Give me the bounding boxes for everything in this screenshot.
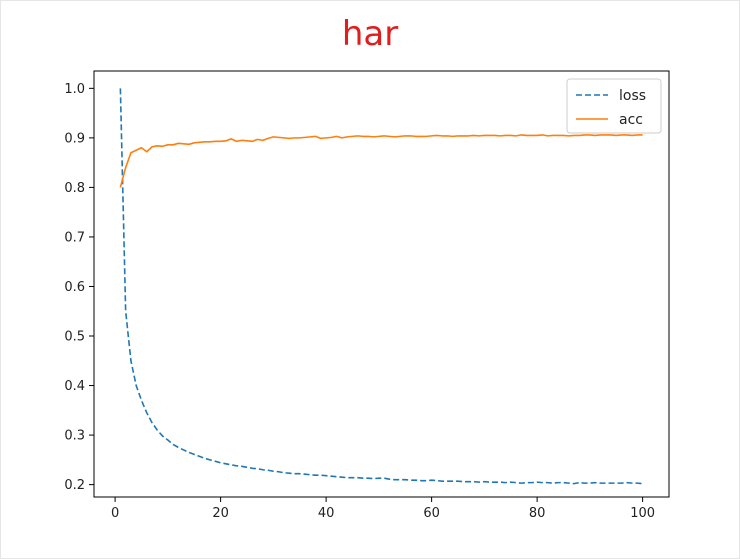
legend-box — [566, 78, 662, 134]
plot-layer — [119, 88, 643, 485]
x-tick-label: 60 — [423, 506, 440, 521]
legend: loss acc — [566, 78, 662, 134]
x-tick-label: 20 — [212, 506, 229, 521]
y-tick-label: 0.3 — [64, 429, 85, 444]
series-line-loss — [119, 88, 643, 485]
x-tick-label: 40 — [318, 506, 335, 521]
legend-label-loss: loss — [619, 88, 646, 104]
y-tick-label: 0.9 — [64, 131, 85, 146]
y-tick-label: 0.6 — [64, 280, 85, 295]
y-tick-label: 0.2 — [64, 478, 85, 493]
x-tick-label: 0 — [111, 506, 119, 521]
plot-frame — [93, 70, 670, 498]
y-tick-label: 0.5 — [64, 330, 85, 345]
chart-title: har — [341, 14, 399, 54]
legend-label-acc: acc — [619, 112, 643, 128]
x-tick-label: 80 — [529, 506, 546, 521]
axis-layer: 0 20 40 60 80 100 0.2 0.3 0.4 0.5 0.6 0.7 0.8 0.9 1.0 — [64, 70, 670, 521]
series-line-acc — [119, 134, 643, 188]
x-tick-label: 100 — [630, 506, 655, 521]
y-tick-label: 1.0 — [64, 82, 85, 97]
y-tick-label: 0.7 — [64, 230, 85, 245]
y-tick-label: 0.8 — [64, 181, 85, 196]
y-tick-label: 0.4 — [64, 379, 85, 394]
